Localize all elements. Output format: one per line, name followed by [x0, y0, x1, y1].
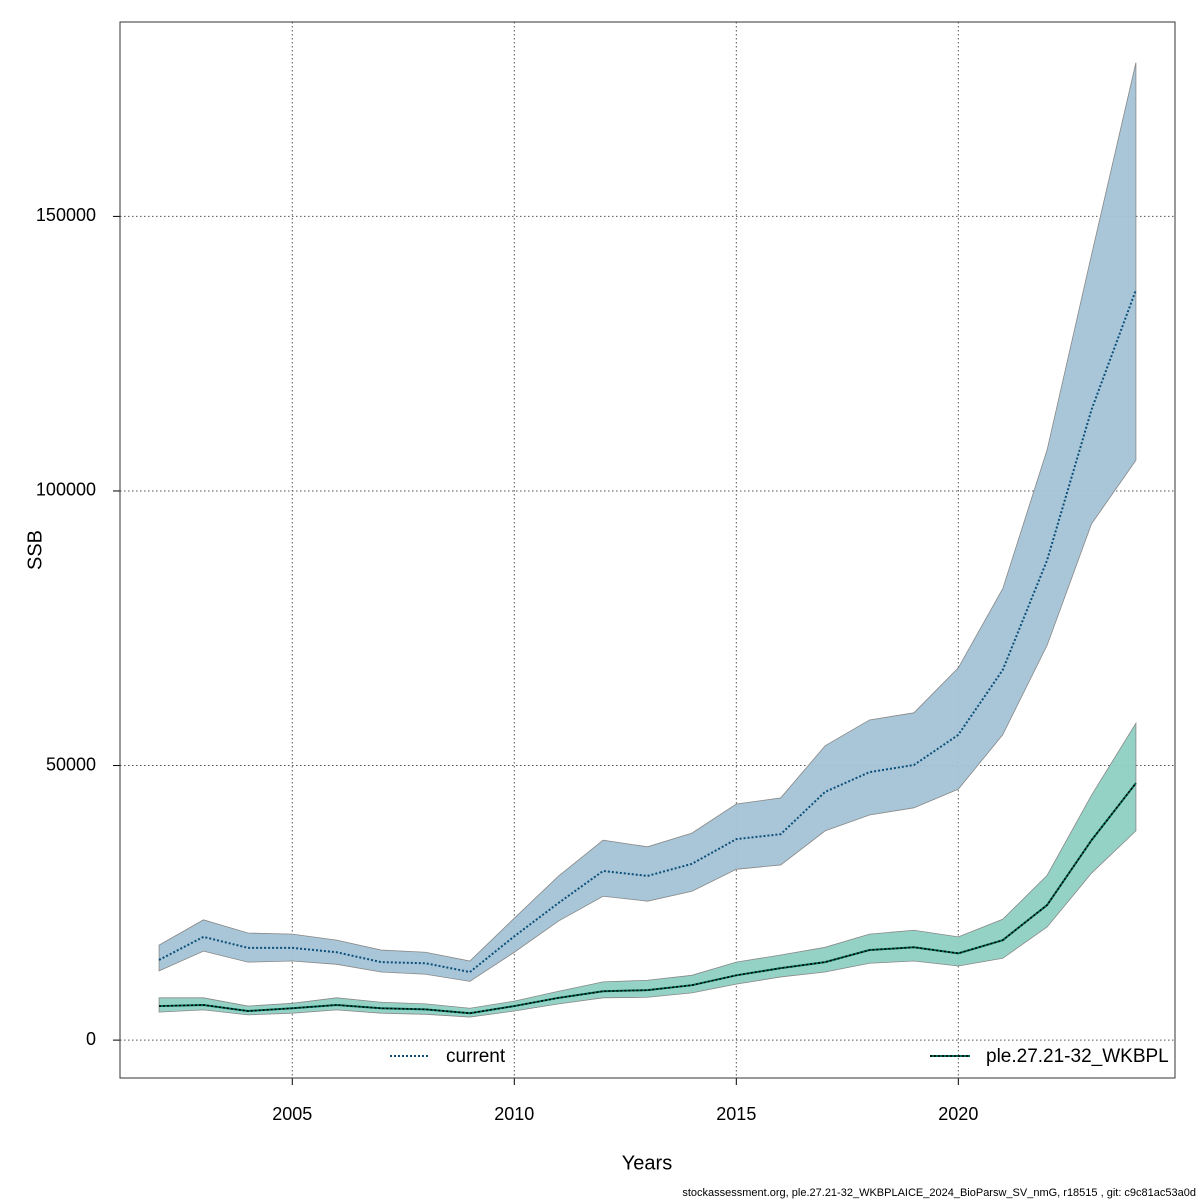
confidence-band	[158, 62, 1137, 982]
y-tick-label: 100000	[36, 480, 96, 500]
y-tick-label: 50000	[46, 754, 96, 774]
series-line-overlay	[159, 782, 1137, 1014]
x-axis-label: Years	[622, 1152, 672, 1174]
series-line	[158, 289, 1137, 974]
plot-frame	[119, 21, 1176, 1079]
x-tick-label: 2020	[938, 1104, 978, 1124]
y-tick-label: 150000	[36, 205, 96, 225]
x-tick-label: 2015	[716, 1104, 756, 1124]
y-tick-label: 0	[86, 1029, 96, 1049]
x-tick-label: 2005	[272, 1104, 312, 1124]
legend-label: ple.27.21-32_WKBPL	[986, 1046, 1169, 1067]
footer: stockassessment.org, ple.27.21-32_WKBPLA…	[682, 1187, 1196, 1199]
y-axis-label: SSB	[24, 530, 46, 570]
confidence-band	[158, 721, 1137, 1018]
legend-label: current	[446, 1046, 506, 1067]
x-tick-label: 2010	[494, 1104, 534, 1124]
